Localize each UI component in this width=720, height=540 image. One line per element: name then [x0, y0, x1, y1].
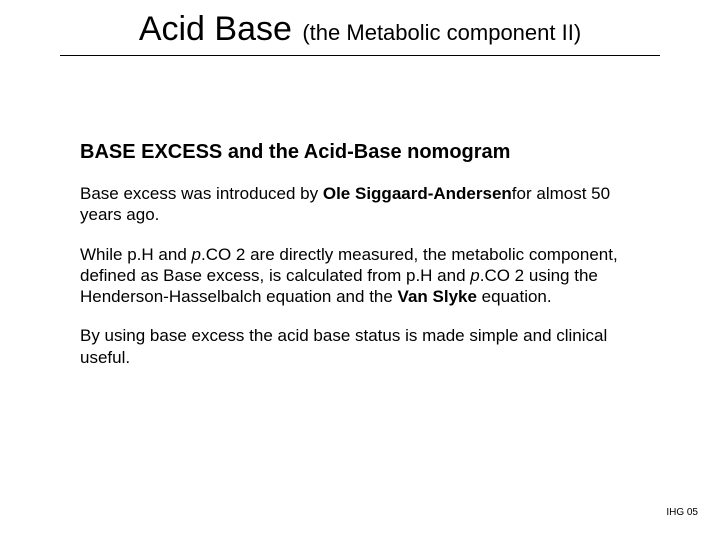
body-content: BASE EXCESS and the Acid-Base nomogram B…: [80, 140, 640, 386]
footer-label: IHG 05: [666, 507, 698, 518]
paragraph-2: While p.H and p.CO 2 are directly measur…: [80, 244, 640, 308]
section-heading: BASE EXCESS and the Acid-Base nomogram: [80, 140, 640, 165]
paragraph-3: By using base excess the acid base statu…: [80, 325, 640, 368]
title-block: Acid Base (the Metabolic component II): [60, 10, 660, 56]
paragraph-1: Base excess was introduced by Ole Siggaa…: [80, 183, 640, 226]
slide: Acid Base (the Metabolic component II) B…: [0, 0, 720, 540]
title-sub: (the Metabolic component II): [302, 20, 581, 45]
title-separator: [60, 55, 660, 56]
title-main: Acid Base: [139, 10, 292, 48]
